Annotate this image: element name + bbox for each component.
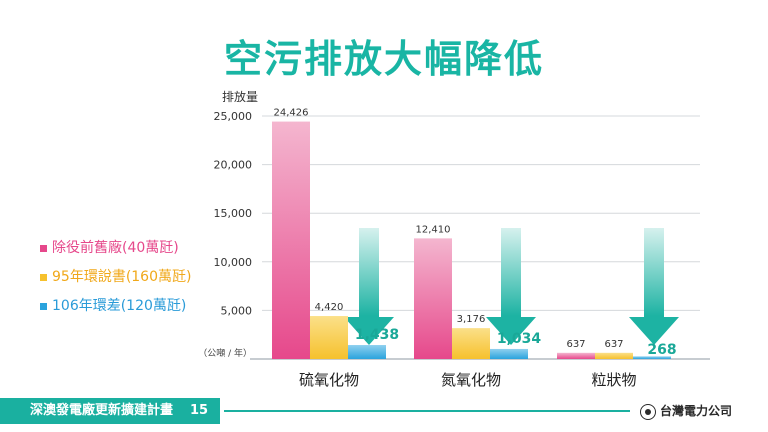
bar [557,352,595,359]
footer-project-title: 深澳發電廠更新擴建計畫 [30,403,174,418]
legend-label: 除役前舊廠(40萬瓩) [52,240,179,256]
x-category-label: 粒狀物 [591,371,636,389]
legend-label: 106年環差(120萬瓩) [52,298,187,314]
bar [490,348,528,359]
bar [595,352,633,359]
bar [310,316,348,359]
legend-item-old-plant: 除役前舊廠(40萬瓩) [40,234,191,263]
bar [348,345,386,359]
reduction-arrow [344,228,394,345]
legend-item-eia-106: 106年環差(120萬瓩) [40,292,191,321]
y-tick-label: 15,000 [214,207,253,220]
reduction-arrow [486,228,536,345]
slide-title: 空污排放大幅降低 [223,37,544,81]
data-label: 637 [566,339,585,350]
bar [633,356,671,359]
page-number: 15 [190,403,209,418]
bar [414,238,452,359]
bar [452,328,490,359]
data-label: 3,176 [457,314,486,325]
y-axis-label: 排放量 [222,89,258,104]
footer: 深澳發電廠更新擴建計畫 15 台灣電力公司 [0,398,768,424]
bar [272,121,310,359]
legend-marker [40,274,47,281]
footer-divider [224,410,630,412]
data-label: 1,438 [355,327,399,343]
bar-chart: 5,000 10,000 15,000 20,000 25,000 排放量 （公噸 / 年）… [198,89,710,389]
y-tick-label: 20,000 [214,159,253,172]
reduction-arrow [629,228,679,345]
unit-label: （公噸 / 年） [198,347,252,359]
legend-item-eia-95: 95年環說書(160萬瓩) [40,263,191,292]
footer-strip [0,398,220,424]
legend-label: 95年環說書(160萬瓩) [52,269,192,285]
chart-legend: 除役前舊廠(40萬瓩) 95年環說書(160萬瓩) 106年環差(120萬瓩) [40,234,191,321]
x-category-label: 氮氧化物 [441,371,501,389]
x-category-label: 硫氧化物 [299,371,359,389]
data-label: 268 [647,342,676,358]
data-label: 12,410 [416,224,451,235]
y-tick-label: 10,000 [214,256,253,269]
y-tick-label: 5,000 [221,304,253,317]
company-name: 台灣電力公司 [660,404,733,418]
data-label: 24,426 [274,108,309,119]
data-label: 637 [604,339,623,350]
legend-marker [40,303,47,310]
y-tick-label: 25,000 [214,110,253,123]
data-label: 4,420 [315,302,344,313]
data-label: 1,034 [497,331,542,347]
company-logo-icon [640,403,656,420]
legend-marker [40,245,47,252]
company-brand: 台灣電力公司 [640,398,732,424]
